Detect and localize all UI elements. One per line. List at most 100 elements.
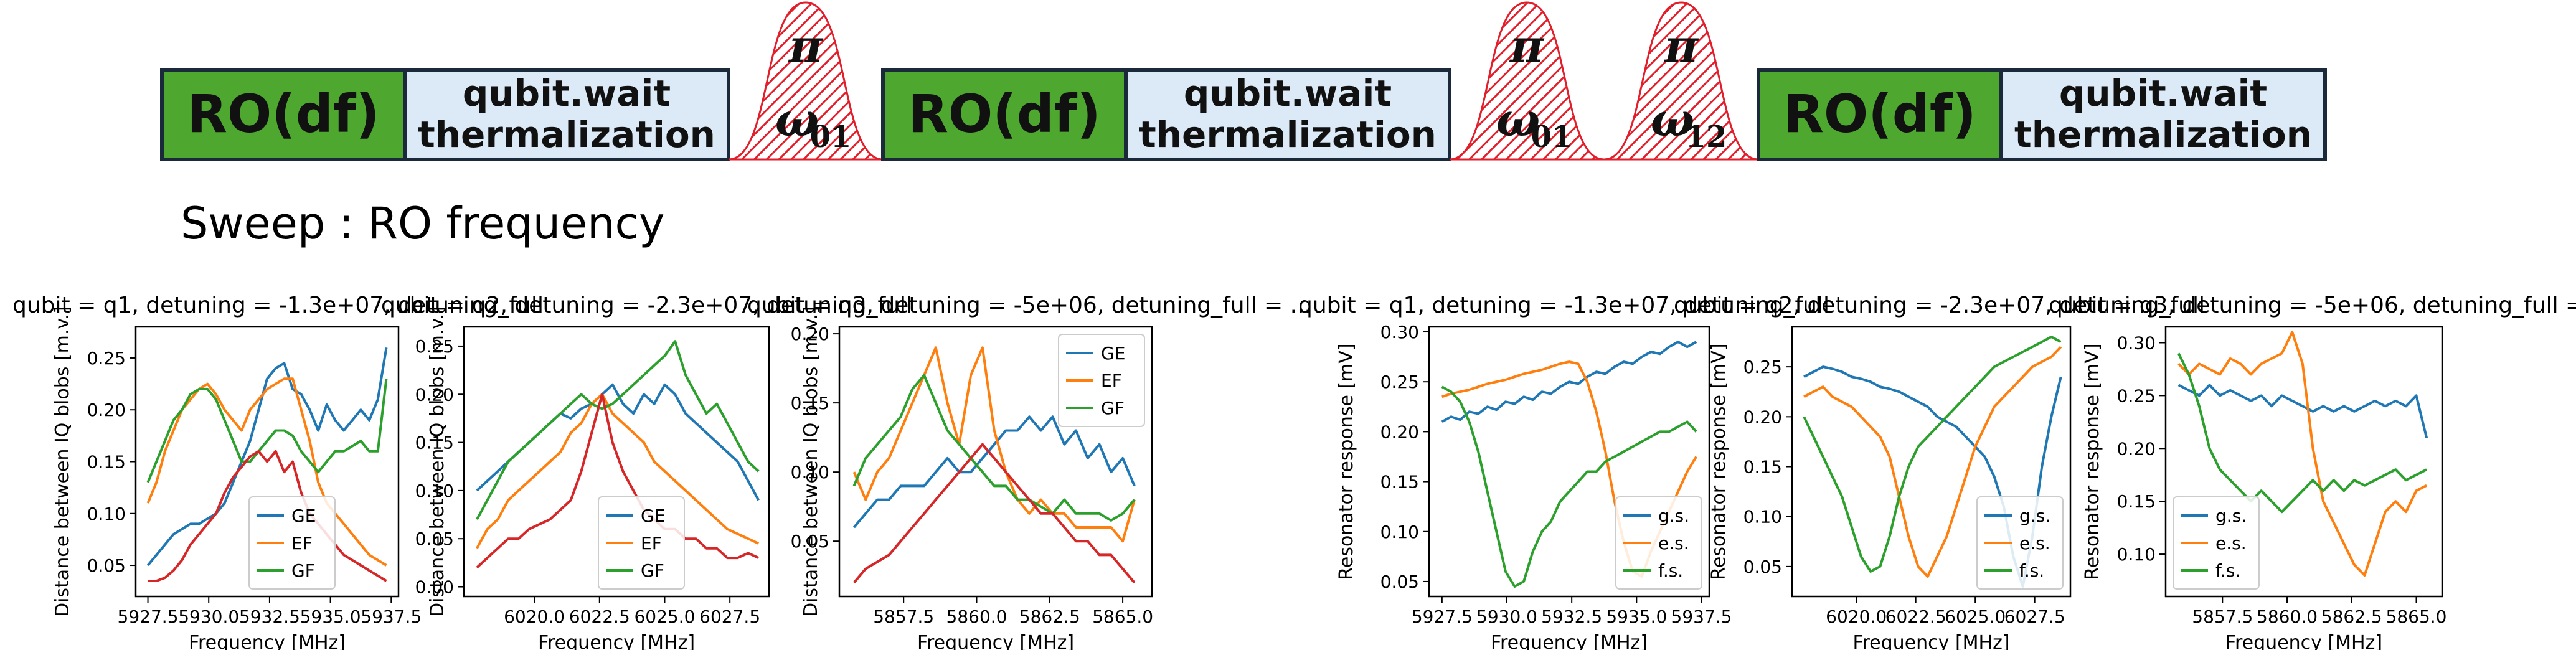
y-tick-label: 0.10	[415, 481, 454, 501]
wait-label-line1: qubit.wait	[2059, 72, 2267, 115]
series-line-fs	[2177, 352, 2428, 514]
series-line-es	[2177, 331, 2428, 577]
chart-title: qubit = q1, detuning = -1.3e+07, detunin…	[1298, 293, 1829, 318]
y-tick-label: 0.25	[415, 336, 454, 357]
pulse-angle-label: π	[1509, 20, 1545, 73]
legend-box	[598, 496, 685, 590]
legend: g.s. e.s. f.s.	[2173, 496, 2260, 590]
x-tick-label: 5862.5	[1019, 606, 1080, 627]
x-axis-label: Frequency [MHz]	[2225, 632, 2382, 650]
y-tick-label: 0.05	[791, 531, 829, 552]
series-line-ge	[852, 415, 1136, 529]
legend-label: e.s.	[2215, 533, 2247, 553]
series-line-gs	[2177, 384, 2428, 438]
series-line-ge	[476, 383, 760, 501]
x-tick-label: 5857.5	[2192, 606, 2253, 627]
chart-title: qubit = q3, detuning = -5e+06, detuning_…	[747, 293, 1311, 318]
y-tick-label: 0.05	[1380, 572, 1419, 592]
series-line-ef	[146, 377, 387, 567]
chart-title: qubit = q2, detuning = -2.3e+07, detunin…	[1674, 293, 2205, 318]
wait-label-line1: qubit.wait	[463, 72, 671, 115]
legend: g.s. e.s. f.s.	[1615, 496, 1702, 590]
x-tick-label: 5865.0	[2386, 606, 2447, 627]
x-axis-label: Frequency [MHz]	[189, 632, 346, 650]
y-tick-label: 0.15	[2117, 491, 2156, 512]
wait-block	[1124, 68, 1451, 161]
legend-label: GF	[291, 560, 315, 581]
y-tick-label: 0.25	[2117, 385, 2156, 406]
x-tick-label: 6025.0	[634, 606, 695, 627]
chart-1: qubit = q1, detuning = -1.3e+07, detunin…	[12, 293, 544, 650]
x-axis-label: Frequency [MHz]	[1491, 632, 1648, 650]
y-tick-label: 0.25	[87, 348, 126, 369]
y-axis-label: Resonator response [mV]	[2082, 343, 2103, 580]
legend-label: GE	[1101, 343, 1125, 364]
y-tick-label: 0.15	[1380, 472, 1419, 492]
legend: GE EF GF	[248, 496, 336, 590]
x-tick-label: 5932.5	[239, 606, 300, 627]
y-tick-label: 0.10	[2117, 544, 2156, 565]
series-line-ef	[476, 393, 760, 549]
y-axis-label: Distance between IQ blobs [m.v.]	[52, 306, 73, 617]
y-tick-label: 0.05	[415, 529, 454, 549]
y-tick-label: 0.30	[1380, 322, 1419, 342]
plots-panel: qubit = q1, detuning = -1.3e+07, detunin…	[12, 293, 2576, 650]
x-tick-label: 5860.0	[2257, 606, 2318, 627]
series-line-unlabeled-3	[852, 443, 1136, 584]
series-line-unlabeled-3	[148, 450, 387, 582]
legend-label: f.s.	[2215, 560, 2240, 581]
wait-label-line1: qubit.wait	[1184, 72, 1392, 115]
x-axis-label: Frequency [MHz]	[917, 632, 1074, 650]
series-line-gs	[1441, 341, 1697, 423]
legend-label: GE	[291, 506, 316, 526]
x-tick-label: 5930.0	[178, 606, 239, 627]
y-axis-label: Distance between IQ blobs [m.v.]	[427, 306, 448, 617]
pulse-angle-label: π	[788, 20, 824, 73]
x-tick-label: 5937.5	[1671, 606, 1732, 627]
series-line-es	[1803, 346, 2062, 578]
legend-label: f.s.	[1658, 560, 1683, 581]
y-tick-label: 0.10	[1380, 522, 1419, 542]
readout-label: RO(df)	[187, 83, 380, 144]
x-tick-label: 5927.5	[1412, 606, 1473, 627]
series-line-gf	[852, 374, 1136, 522]
x-tick-label: 6020.0	[1826, 606, 1887, 627]
x-tick-label: 5862.5	[2321, 606, 2382, 627]
y-tick-label: 0.15	[791, 393, 829, 413]
y-tick-label: 0.10	[791, 462, 829, 483]
series-line-fs	[1441, 385, 1697, 588]
legend: g.s. e.s. f.s.	[1976, 496, 2064, 590]
y-tick-label: 0.00	[415, 577, 454, 598]
plot-frame	[838, 326, 1153, 598]
x-tick-label: 5927.5	[118, 606, 179, 627]
sweep-label: Sweep : RO frequency	[181, 198, 665, 249]
x-tick-label: 5935.0	[300, 606, 361, 627]
y-tick-label: 0.20	[1380, 422, 1419, 442]
y-tick-label: 0.15	[415, 433, 454, 453]
legend-box	[1976, 496, 2064, 590]
x-tick-label: 6027.5	[699, 606, 760, 627]
x-tick-label: 6022.5	[569, 606, 630, 627]
legend-box	[1058, 334, 1145, 427]
y-tick-label: 0.30	[2117, 332, 2156, 353]
readout-label: RO(df)	[1783, 83, 1976, 144]
x-tick-label: 6020.0	[504, 606, 565, 627]
y-tick-label: 0.15	[87, 452, 126, 473]
wait-label-line2: thermalization	[418, 113, 715, 156]
x-tick-label: 6027.5	[2004, 606, 2065, 627]
readout-block	[160, 68, 407, 161]
y-tick-label: 0.25	[1380, 372, 1419, 392]
x-tick-label: 5937.5	[361, 606, 422, 627]
y-axis-label: Distance between IQ blobs [m.v.]	[800, 306, 822, 617]
y-axis-label: Resonator response [mV]	[1708, 343, 1730, 580]
legend-box	[2173, 496, 2260, 590]
chart-title: qubit = q2, detuning = -2.3e+07, detunin…	[381, 293, 912, 318]
series-line-unlabeled-3	[476, 393, 760, 569]
legend-label: GF	[641, 560, 664, 581]
x-axis-label: Frequency [MHz]	[1852, 632, 2009, 650]
legend-label: EF	[641, 533, 662, 553]
y-tick-label: 0.10	[1743, 507, 1782, 527]
legend-label: e.s.	[2019, 533, 2050, 553]
y-tick-label: 0.20	[415, 384, 454, 405]
y-tick-label: 0.20	[1743, 407, 1782, 427]
